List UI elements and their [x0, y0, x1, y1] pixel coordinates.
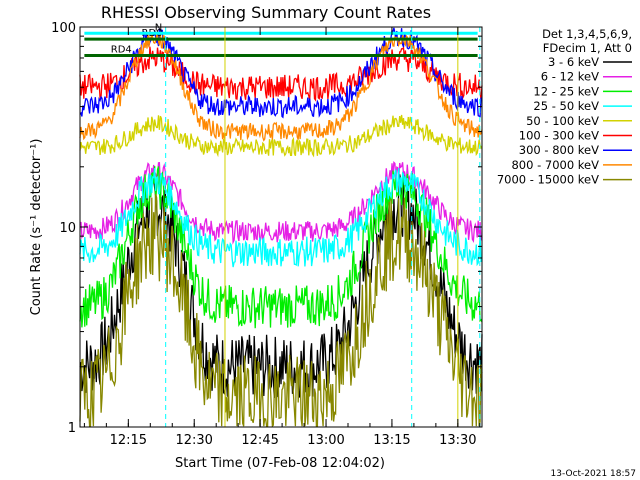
series-line-5	[79, 114, 483, 158]
series-line-3	[79, 166, 483, 329]
legend-label: 800 - 7000 keV	[511, 158, 599, 172]
flag-label-rd4: RD4	[111, 45, 132, 56]
x-tick-label: 12:45	[241, 433, 278, 448]
info-line-2: FDecim 1, Att 0	[543, 41, 632, 55]
series-line-4	[79, 168, 483, 268]
legend-label: 12 - 25 keV	[533, 84, 599, 98]
ticks-layer: 12:15 12:30 12:45 13:00 13:15 13:30 1 10 100	[51, 21, 482, 448]
chart-title: RHESSI Observing Summary Count Rates	[101, 3, 431, 22]
legend-label: 300 - 800 keV	[519, 143, 599, 157]
flag-label-n: N	[155, 22, 162, 33]
x-tick-label: 13:15	[373, 433, 410, 448]
y-tick-label: 10	[59, 221, 76, 236]
legend-label: 3 - 6 keV	[548, 55, 599, 69]
legend-label: 100 - 300 keV	[519, 129, 599, 143]
x-tick-label: 13:30	[439, 433, 476, 448]
x-tick-label: 12:15	[110, 433, 147, 448]
legend-label: 7000 - 15000 keV	[497, 173, 599, 187]
legend-label: 50 - 100 keV	[526, 114, 599, 128]
timestamp: 13-Oct-2021 18:57	[551, 469, 636, 479]
legend-label: 6 - 12 keV	[541, 70, 599, 84]
overlay-layer: RD0RD4N	[84, 22, 481, 427]
y-axis-label: Count Rate (s⁻¹ detector⁻¹)	[29, 139, 44, 316]
x-axis-label: Start Time (07-Feb-08 12:04:02)	[175, 456, 385, 471]
series-line-2	[79, 160, 483, 245]
x-tick-label: 12:30	[175, 433, 212, 448]
series-line-7	[79, 27, 483, 119]
x-tick-label: 13:00	[307, 433, 344, 448]
y-tick-label: 100	[51, 21, 76, 36]
legend-label: 25 - 50 keV	[533, 99, 599, 113]
series-line-9	[79, 193, 483, 428]
y-tick-label: 1	[68, 421, 76, 436]
info-line-1: Det 1,3,4,5,6,9,	[542, 27, 632, 41]
series-layer	[79, 27, 483, 428]
